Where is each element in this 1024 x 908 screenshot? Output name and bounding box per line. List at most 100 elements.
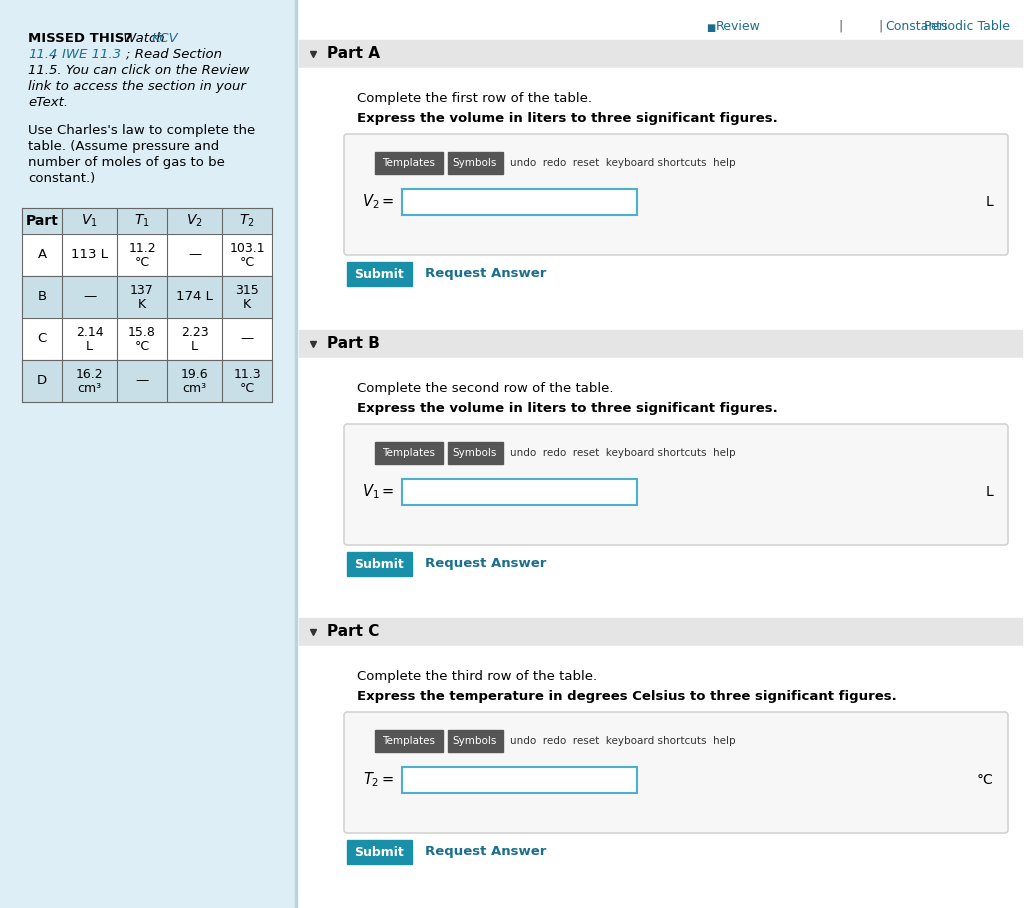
Text: Express the volume in liters to three significant figures.: Express the volume in liters to three si…: [357, 112, 778, 125]
Bar: [347, 840, 412, 864]
Text: L: L: [191, 340, 198, 353]
Text: °C: °C: [240, 382, 255, 396]
Text: Express the temperature in degrees Celsius to three significant figures.: Express the temperature in degrees Celsi…: [357, 690, 897, 703]
Text: °C: °C: [240, 256, 255, 270]
Text: 11.5. You can click on the Review: 11.5. You can click on the Review: [28, 64, 250, 77]
Text: link to access the section in your: link to access the section in your: [28, 80, 246, 93]
Text: Part A: Part A: [327, 46, 380, 62]
Text: 11.4: 11.4: [28, 48, 57, 61]
Text: Submit: Submit: [354, 558, 403, 570]
Bar: [299, 618, 1022, 646]
Text: Symbols: Symbols: [453, 736, 498, 746]
Text: Symbols: Symbols: [453, 448, 498, 458]
Text: 15.8: 15.8: [128, 325, 156, 339]
Text: Submit: Submit: [354, 845, 403, 858]
Text: ; Read Section: ; Read Section: [126, 48, 222, 61]
Text: Request Answer: Request Answer: [425, 845, 547, 858]
Text: —: —: [187, 249, 201, 262]
Bar: [22, 360, 272, 402]
Bar: [347, 552, 412, 576]
Text: KCV: KCV: [152, 32, 179, 45]
Bar: [402, 767, 637, 793]
Text: table. (Assume pressure and: table. (Assume pressure and: [28, 140, 219, 153]
Text: A: A: [38, 249, 46, 262]
FancyBboxPatch shape: [344, 134, 1008, 255]
Text: Part B: Part B: [327, 337, 380, 351]
Bar: [22, 208, 272, 234]
Bar: [295, 0, 297, 908]
Bar: [299, 40, 1022, 68]
Text: 113 L: 113 L: [71, 249, 108, 262]
Text: Templates: Templates: [383, 158, 435, 168]
Text: Complete the second row of the table.: Complete the second row of the table.: [357, 382, 613, 395]
Text: constant.): constant.): [28, 172, 95, 185]
Text: Part C: Part C: [327, 625, 379, 639]
Text: B: B: [38, 291, 46, 303]
Bar: [22, 276, 272, 318]
Text: $\mathit{V}_{1}=$: $\mathit{V}_{1}=$: [361, 483, 394, 501]
Text: $\mathit{V}_1$: $\mathit{V}_1$: [81, 212, 98, 229]
Text: Submit: Submit: [354, 268, 403, 281]
Text: Request Answer: Request Answer: [425, 558, 547, 570]
FancyBboxPatch shape: [344, 712, 1008, 833]
Text: 2.23: 2.23: [180, 325, 208, 339]
Text: K: K: [243, 299, 251, 311]
Bar: [299, 646, 1022, 900]
Bar: [22, 208, 272, 402]
Text: Review: Review: [716, 20, 761, 33]
Text: 19.6: 19.6: [180, 368, 208, 380]
Text: eText.: eText.: [28, 96, 69, 109]
Bar: [299, 68, 1022, 322]
Text: ■: ■: [706, 23, 715, 33]
Text: C: C: [37, 332, 47, 346]
Text: Use Charles's law to complete the: Use Charles's law to complete the: [28, 124, 255, 137]
Text: Templates: Templates: [383, 736, 435, 746]
Text: 2.14: 2.14: [76, 325, 103, 339]
Text: number of moles of gas to be: number of moles of gas to be: [28, 156, 225, 169]
Text: 315: 315: [236, 283, 259, 297]
Bar: [375, 152, 443, 174]
Text: °C: °C: [134, 340, 150, 353]
Bar: [449, 730, 503, 752]
Text: cm³: cm³: [182, 382, 207, 396]
Bar: [22, 234, 272, 276]
Text: 174 L: 174 L: [176, 291, 213, 303]
Bar: [22, 318, 272, 360]
Text: |: |: [838, 20, 843, 33]
Text: undo  redo  reset  keyboard shortcuts  help: undo redo reset keyboard shortcuts help: [510, 448, 735, 458]
Bar: [449, 442, 503, 464]
Text: 16.2: 16.2: [76, 368, 103, 380]
Bar: [402, 479, 637, 505]
Text: $\mathit{V}_2$: $\mathit{V}_2$: [186, 212, 203, 229]
Text: $\mathit{V}_{2}=$: $\mathit{V}_{2}=$: [361, 192, 394, 212]
Text: 137: 137: [130, 283, 154, 297]
Text: —: —: [83, 291, 96, 303]
Text: Templates: Templates: [383, 448, 435, 458]
Text: $\mathit{T}_1$: $\mathit{T}_1$: [134, 212, 150, 229]
Text: |: |: [878, 20, 883, 33]
Bar: [402, 189, 637, 215]
Text: Complete the first row of the table.: Complete the first row of the table.: [357, 92, 592, 105]
Text: ,: ,: [52, 48, 60, 61]
Text: cm³: cm³: [78, 382, 101, 396]
Bar: [0, 0, 295, 908]
Bar: [449, 152, 503, 174]
Text: Constants: Constants: [885, 20, 947, 33]
Text: MISSED THIS?: MISSED THIS?: [28, 32, 132, 45]
Text: L: L: [985, 485, 993, 499]
Bar: [299, 358, 1022, 612]
Text: Watch: Watch: [119, 32, 169, 45]
Text: L: L: [985, 195, 993, 209]
Text: °C: °C: [134, 256, 150, 270]
Text: Complete the third row of the table.: Complete the third row of the table.: [357, 670, 597, 683]
Text: 11.2: 11.2: [128, 242, 156, 254]
Text: L: L: [86, 340, 93, 353]
Text: D: D: [37, 374, 47, 388]
Text: 11.3: 11.3: [233, 368, 261, 380]
Text: 103.1: 103.1: [229, 242, 265, 254]
Text: Part: Part: [26, 214, 58, 228]
Text: K: K: [138, 299, 146, 311]
Text: —: —: [241, 332, 254, 346]
Text: Express the volume in liters to three significant figures.: Express the volume in liters to three si…: [357, 402, 778, 415]
Bar: [347, 262, 412, 286]
